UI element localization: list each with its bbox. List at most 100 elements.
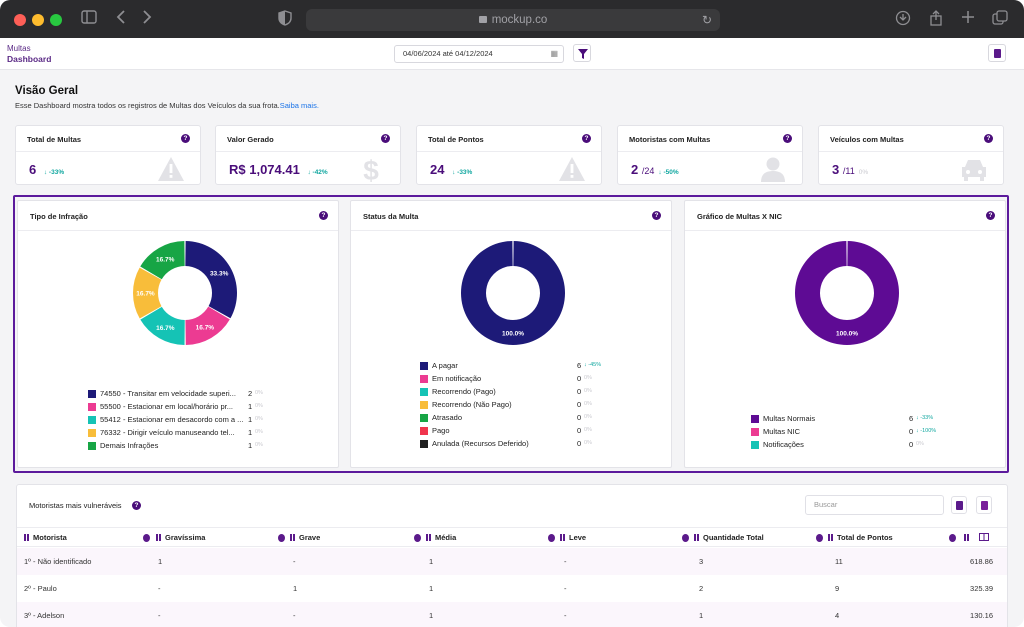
sort-icon[interactable] [278, 534, 285, 542]
shield-icon[interactable] [276, 10, 294, 28]
drag-handle-icon[interactable] [156, 534, 161, 541]
legend-delta: ↓ -45% [584, 362, 602, 368]
column-header[interactable]: Motorista [24, 528, 67, 548]
sidebar-toggle-icon[interactable] [80, 10, 98, 28]
back-icon[interactable] [112, 10, 130, 28]
drag-handle-icon[interactable] [290, 534, 295, 541]
help-icon[interactable]: ? [783, 134, 792, 143]
minimize-window-button[interactable] [32, 14, 44, 26]
legend-swatch [88, 390, 96, 398]
vulnerable-drivers-table: Motoristas mais vulneráveis ? Buscar Mot… [16, 484, 1008, 627]
table-cell: - [293, 557, 296, 566]
legend-count: 0 [909, 440, 914, 449]
sort-icon[interactable] [548, 534, 555, 542]
legend-label: Anulada (Recursos Deferido) [432, 439, 529, 448]
reload-icon[interactable]: ↻ [701, 13, 712, 27]
date-range-picker[interactable]: 04/06/2024 até 04/12/2024 ▦ [394, 45, 564, 63]
sort-icon[interactable] [949, 534, 956, 542]
legend-delta: 0% [255, 416, 263, 422]
url-text: mockup.co [491, 14, 548, 26]
calendar-icon[interactable]: ▦ [550, 49, 558, 58]
help-icon[interactable]: ? [984, 134, 993, 143]
donut-slice[interactable] [140, 306, 185, 345]
kpi-value: 24 ↓ -33% [430, 162, 472, 177]
drag-handle-icon[interactable] [828, 534, 833, 541]
legend-swatch [420, 375, 428, 383]
donut-slice[interactable] [461, 241, 565, 345]
export-pdf-button[interactable] [988, 44, 1006, 62]
excel-icon [981, 501, 988, 510]
learn-more-link[interactable]: Saiba mais. [279, 101, 319, 110]
table-row[interactable]: 1º - Não identificado 1 - 1 - 3 11 618.86 [17, 548, 1007, 575]
legend-delta-value: 0% [584, 427, 592, 433]
help-icon[interactable]: ? [652, 211, 661, 220]
date-separator: até [442, 49, 454, 58]
column-header-label: Leve [569, 533, 587, 542]
column-header[interactable]: Leve [560, 528, 586, 548]
legend-count: 2 [248, 389, 253, 398]
column-header[interactable]: Gravíssima [156, 528, 205, 548]
drag-handle-icon[interactable] [560, 534, 565, 541]
table-row[interactable]: 2º - Paulo - 1 1 - 2 9 325.39 [17, 575, 1007, 602]
legend-label: Recorrendo (Pago) [432, 387, 496, 396]
table-row[interactable]: 3º - Adelson - - 1 - 1 4 130.16 [17, 602, 1007, 627]
donut-chart: 100.0% [461, 241, 565, 345]
drag-handle-icon[interactable] [694, 534, 699, 541]
sort-icon[interactable] [816, 534, 823, 542]
column-header[interactable]: Grave [290, 528, 320, 548]
sort-icon[interactable] [414, 534, 421, 542]
donut-slice[interactable] [133, 267, 162, 319]
help-icon[interactable]: ? [319, 211, 328, 220]
kpi-card: Valor Gerado ? R$ 1,074.41 ↓ -42% $ [215, 125, 401, 185]
panel-title: Tipo de Infração [30, 212, 88, 221]
table-cell: 1 [293, 584, 298, 593]
download-icon[interactable] [894, 10, 912, 28]
legend-label: A pagar [432, 361, 458, 370]
export-pdf-button[interactable] [951, 496, 967, 514]
close-window-button[interactable] [14, 14, 26, 26]
table-cell: - [564, 611, 567, 620]
share-icon[interactable] [927, 10, 945, 28]
table-cell: 618.86 [970, 557, 993, 566]
filter-button[interactable] [573, 44, 591, 62]
legend-delta: 0% [584, 414, 592, 420]
export-excel-button[interactable] [976, 496, 992, 514]
zoom-window-button[interactable] [50, 14, 62, 26]
help-icon[interactable]: ? [986, 211, 995, 220]
donut-slice[interactable] [185, 306, 230, 345]
kpi-number: 3 [832, 162, 840, 177]
infraction-type-panel: Tipo de Infração ? 33.3% 16.7% 16.7% 16.7% 1… [17, 200, 339, 468]
sort-icon[interactable] [682, 534, 689, 542]
kpi-delta: 0% [859, 169, 868, 176]
kpi-title: Veículos com Multas [830, 135, 904, 144]
column-header[interactable]: Quantidade Total [694, 528, 764, 548]
donut-slice[interactable] [795, 241, 899, 345]
column-settings-icon[interactable] [964, 528, 989, 548]
legend-swatch [751, 415, 759, 423]
column-header[interactable]: Total de Pontos [828, 528, 893, 548]
column-header-label: Gravíssima [165, 533, 206, 542]
kpi-delta: ↓ -42% [307, 169, 328, 176]
overview-description: Esse Dashboard mostra todos os registros… [15, 101, 319, 110]
help-icon[interactable]: ? [582, 134, 591, 143]
breadcrumb[interactable]: Multas [7, 44, 31, 53]
donut-slice[interactable] [185, 241, 238, 319]
tabs-overview-icon[interactable] [991, 10, 1009, 28]
donut-slice[interactable] [140, 241, 185, 280]
table-cell: - [564, 557, 567, 566]
drag-handle-icon[interactable] [24, 534, 29, 541]
kpi-value: 2 /24 ↓ -50% [631, 162, 679, 177]
search-input[interactable]: Buscar [805, 495, 944, 515]
help-icon[interactable]: ? [181, 134, 190, 143]
help-icon[interactable]: ? [381, 134, 390, 143]
column-header[interactable]: Média [426, 528, 456, 548]
help-icon[interactable]: ? [132, 501, 141, 510]
sort-icon[interactable] [143, 534, 150, 542]
forward-icon[interactable] [138, 10, 156, 28]
legend-count: 1 [248, 428, 253, 437]
table-cell: 11 [835, 557, 843, 566]
address-bar[interactable]: mockup.co ↻ [306, 9, 720, 31]
new-tab-icon[interactable] [959, 10, 977, 28]
warning-icon [558, 156, 586, 182]
drag-handle-icon[interactable] [426, 534, 431, 541]
